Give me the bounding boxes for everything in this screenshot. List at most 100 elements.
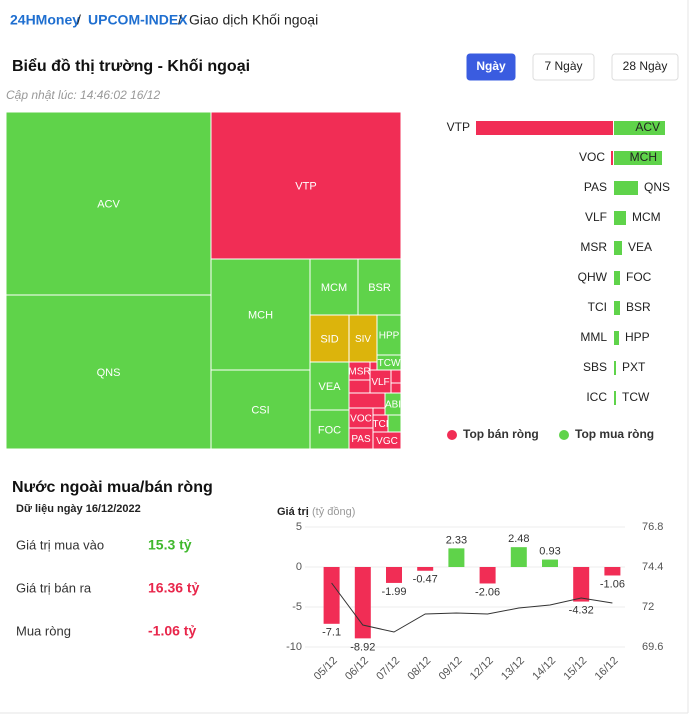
breadcrumb-link[interactable]: UPCOM-INDEX [88, 12, 188, 28]
sell-label: MSR [580, 240, 607, 254]
y-tick-label: 0 [296, 561, 302, 573]
buy-bar [614, 241, 622, 255]
tile-label: VTP [295, 180, 316, 192]
buy-label: MCM [632, 210, 661, 224]
tile-label: SID [320, 333, 338, 345]
button[interactable] [611, 53, 679, 81]
line [331, 582, 613, 633]
tile [210, 369, 311, 450]
bar [386, 567, 402, 583]
buy-label: FOC [626, 270, 652, 284]
updated: Cập nhật lúc: 14:46:02 16/12 [6, 88, 160, 102]
y2-tick-label: 72 [642, 601, 654, 613]
tile-label: VOC [350, 414, 372, 425]
tile [348, 379, 371, 394]
sell-label: SBS [583, 360, 607, 374]
sell-label: VTP [447, 120, 470, 134]
tile [387, 414, 402, 433]
buy-bar [614, 271, 620, 285]
button-label[interactable]: 7 Ngày [544, 59, 582, 73]
y2-tick-label: 76.8 [642, 521, 663, 533]
treemap-small [348, 361, 402, 433]
legend-dot [559, 430, 569, 440]
y2-tick-label: 69.6 [642, 641, 663, 653]
sell-label: VLF [585, 210, 607, 224]
tile-label: SIV [355, 334, 371, 345]
tile-label: MSR [348, 367, 370, 378]
tile [348, 314, 378, 363]
bar [604, 567, 621, 576]
tile-label: TCW [378, 358, 401, 369]
bar [542, 559, 558, 567]
tile [210, 111, 402, 260]
tile-label: ACV [97, 198, 120, 210]
legend-label: Top bán ròng [463, 427, 539, 441]
treemap: ACV QNS VTP MCH CSI MCM BSR SID SIV HPP TCW VEA FOC M… [5, 111, 402, 450]
buy-label: HPP [625, 330, 650, 344]
buy-label: TCW [622, 390, 650, 404]
buy-label: VEA [628, 240, 652, 254]
value-label: 2.33 [446, 534, 467, 546]
value-label: -0.47 [413, 574, 438, 586]
sell-label: ICC [586, 390, 607, 404]
sell-label: PAS [584, 180, 607, 194]
tile [210, 258, 311, 371]
button[interactable] [532, 53, 595, 81]
tile [390, 369, 402, 384]
tile [390, 382, 402, 394]
tile-label: BSR [368, 282, 391, 294]
summary-title: Nước ngoài mua/bán ròng [12, 479, 213, 496]
button[interactable] [466, 53, 516, 81]
value-label: -4.32 [569, 604, 594, 616]
sell-label: TCI [588, 300, 607, 314]
summary-date: Dữ liệu ngày 16/12/2022 [16, 503, 141, 515]
tile-label: PAS [351, 434, 371, 445]
value-label: -8.92 [350, 641, 375, 653]
y-tick-label: 5 [296, 521, 302, 533]
tile-label: HPP [379, 331, 400, 342]
tile-label: VEA [318, 381, 341, 393]
bar [354, 567, 371, 639]
tile [309, 409, 350, 450]
tile-label: QNS [97, 367, 121, 379]
y2-tick-label: 74.4 [642, 561, 663, 573]
y-tick-label: -5 [292, 601, 302, 613]
section-title: Biểu đồ thị trường - Khối ngoại [12, 57, 250, 75]
buy-bar [614, 151, 662, 165]
button-label[interactable]: 28 Ngày [623, 59, 668, 73]
value-label: -7.1 [322, 627, 341, 639]
sell-bar [476, 121, 613, 135]
button-label[interactable]: Ngày [476, 59, 506, 73]
bar [417, 567, 434, 571]
breadcrumb-link[interactable]: 24HMoney [10, 12, 80, 28]
bar [510, 547, 527, 567]
tile [376, 314, 402, 356]
summary-label: Giá trị bán ra [16, 580, 92, 595]
buy-bar [614, 211, 626, 225]
tile-label: TCI [372, 419, 388, 430]
bar [573, 567, 590, 602]
legend-dot [447, 430, 457, 440]
buy-label: PXT [622, 360, 646, 374]
tile-label: VLF [371, 377, 389, 388]
tile [5, 111, 212, 296]
bar [448, 548, 465, 567]
value-label: 0.93 [539, 545, 560, 557]
buy-label: ACV [635, 120, 660, 134]
buy-bar [614, 361, 616, 375]
value-label: -1.06 [600, 578, 625, 590]
bar [479, 567, 496, 584]
tile [369, 361, 378, 371]
buy-bar [614, 181, 638, 195]
sell-label: QHW [578, 270, 608, 284]
value-label: -1.99 [381, 586, 406, 598]
buy-bar [614, 121, 665, 135]
tile [372, 407, 386, 416]
buy-bar [614, 391, 616, 405]
tile [372, 431, 402, 450]
buy-bar [614, 301, 620, 315]
summary-label: Giá trị mua vào [16, 537, 104, 552]
tile-label: ABI [385, 400, 401, 411]
summary-value: 16.36 tỷ [148, 580, 200, 596]
